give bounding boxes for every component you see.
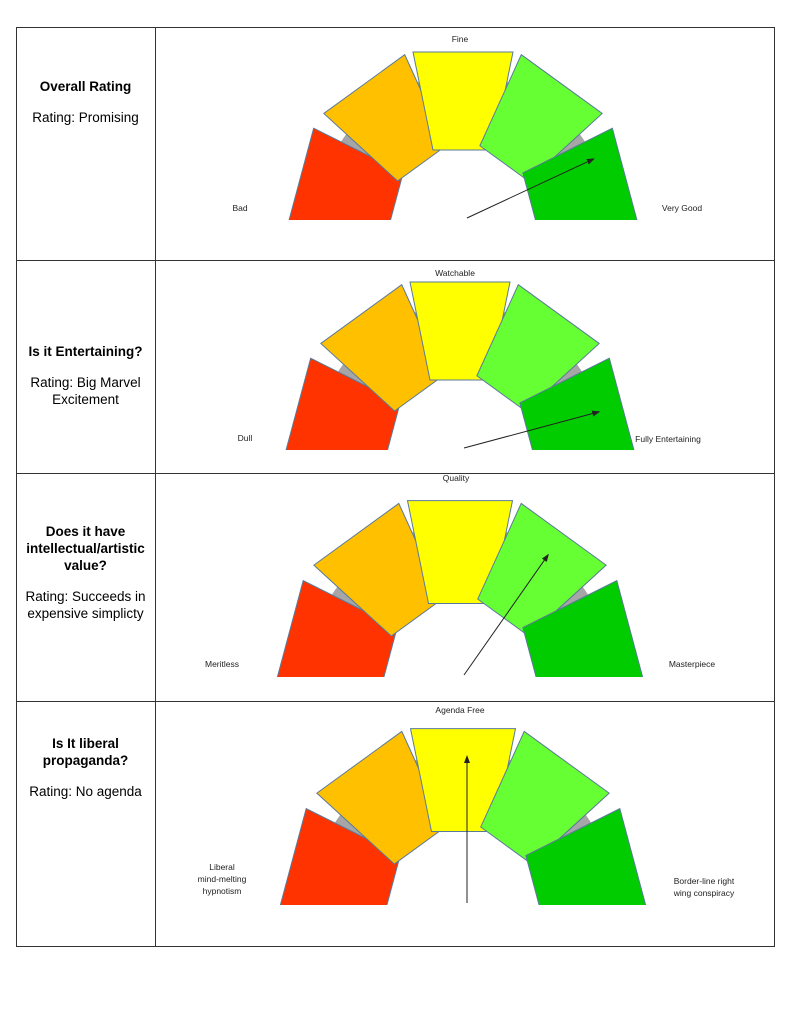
gauge-arrow <box>466 158 595 219</box>
gauge-segment <box>323 53 447 182</box>
gauge-body <box>285 281 635 450</box>
row-cell: Does it have intellectual/artistic value… <box>20 523 151 622</box>
row-cell: Is It liberal propaganda? Rating: No agen… <box>20 735 151 800</box>
row-cell: Overall Rating Rating: Promising <box>20 78 151 126</box>
gauge-label: Fine <box>452 34 469 44</box>
gauge-label: Border-line right <box>674 876 735 886</box>
gauge-segment <box>477 502 607 637</box>
gauge-segment <box>288 127 404 220</box>
gauge-segment <box>480 730 610 865</box>
gauge: Liberal mind-melting hypnotism Agenda Free B… <box>198 705 735 905</box>
gauge-segment <box>412 51 514 151</box>
rating: Rating: Succeeds in expensive simplicty <box>25 589 146 621</box>
gauge-arrow <box>463 553 549 676</box>
question: Is It liberal propaganda? <box>42 736 129 768</box>
gauge-segment <box>276 579 398 677</box>
question: Does it have intellectual/artistic value… <box>26 524 145 573</box>
rating: Rating: No agenda <box>29 784 142 799</box>
gauge: Meritless Quality Masterpiece <box>205 473 716 677</box>
gauge: Dull Watchable Fully Entertaining <box>238 268 701 450</box>
rating: Rating: Promising <box>32 110 139 125</box>
gauge-segment <box>479 53 603 182</box>
gauge-label: Very Good <box>662 203 702 213</box>
gauge-label: mind-melting <box>198 874 247 884</box>
gauge-segment <box>409 728 517 832</box>
gauge-label: Quality <box>443 473 470 483</box>
gauge-body <box>279 728 647 905</box>
gauge-segment <box>525 807 647 905</box>
gauge-segment <box>320 283 444 412</box>
gauge-segment <box>285 357 401 450</box>
gauge-label: Dull <box>238 433 253 443</box>
gauge-arrow <box>463 410 601 449</box>
gauge-segment <box>476 283 600 412</box>
gauge-segment <box>279 807 401 905</box>
gauge-label: Masterpiece <box>669 659 716 669</box>
rating: Rating: Big Marvel Excitement <box>30 375 141 407</box>
gauge-segment <box>522 127 638 220</box>
table-border <box>16 27 775 947</box>
question: Is it Entertaining? <box>28 344 143 359</box>
gauge-label: hypnotism <box>203 886 242 896</box>
gauge-label: Watchable <box>435 268 475 278</box>
gauge: Bad Fine Very Good <box>232 34 702 220</box>
question: Overall Rating <box>39 79 132 94</box>
gauge-label: Agenda Free <box>435 705 484 715</box>
gauge-segment <box>409 281 511 381</box>
gauge-segment <box>522 579 644 677</box>
gauge-segment <box>313 502 443 637</box>
gauge-label: Liberal <box>209 862 235 872</box>
gauge-label: Fully Entertaining <box>635 434 701 444</box>
gauge-segment <box>316 730 446 865</box>
gauge-body <box>288 51 638 220</box>
gauge-label: Bad <box>232 203 247 213</box>
gauge-body <box>276 500 644 677</box>
gauge-segment <box>406 500 514 604</box>
row-cell: Is it Entertaining? Rating: Big Marvel Ex… <box>20 343 151 408</box>
gauge-label: wing conspiracy <box>673 888 735 898</box>
gauge-segment <box>519 357 635 450</box>
gauge-label: Meritless <box>205 659 239 669</box>
